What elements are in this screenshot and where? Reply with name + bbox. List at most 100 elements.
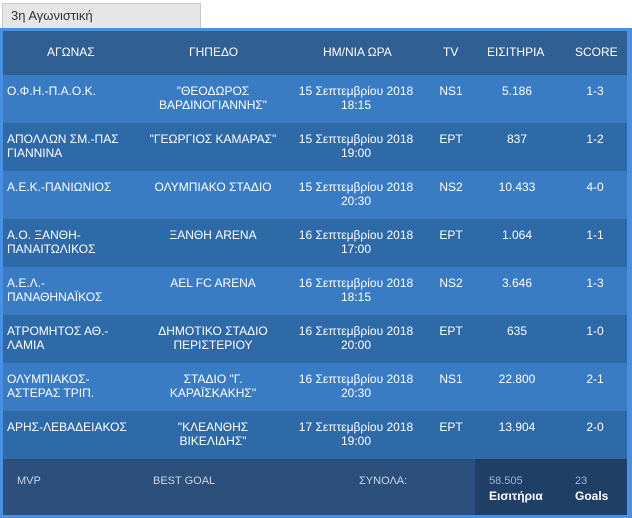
- venue-cell: ΟΛΥΜΠΙΑΚΟ ΣΤΑΔΙΟ: [143, 180, 283, 194]
- tv-cell: NS1: [431, 372, 471, 386]
- score-cell: 1-3: [561, 276, 629, 290]
- tv-cell: ΕΡΤ: [431, 420, 471, 434]
- venue-cell: "ΘΕΟΔΩΡΟΣ ΒΑΡΔΙΝΟΓΙΑΝΝΗΣ": [143, 84, 283, 112]
- tv-cell-line: ΕΡΤ: [439, 420, 463, 434]
- tickets-cell: 1.064: [481, 228, 553, 242]
- tickets-cell: 3.646: [481, 276, 553, 290]
- score-cell: 1-0: [561, 324, 629, 338]
- tickets-cell-line: 837: [506, 132, 528, 146]
- tv-cell-line: ΕΡΤ: [439, 324, 463, 338]
- venue-cell: ΞΑΝΘΗ ARENA: [143, 228, 283, 242]
- venue-cell-line: ΣΤΑΔΙΟ "Γ.: [183, 372, 243, 386]
- table-row[interactable]: Α.Ο. ΞΑΝΘΗ- ΠΑΝΑΙΤΩΛΙΚΟΣ ΞΑΝΘΗ ARENA 16 Σεπ…: [3, 219, 627, 267]
- tab-round-3[interactable]: 3η Αγωνιστική: [2, 3, 201, 28]
- column-header-tickets: ΕΙΣΙΤΗΡΙΑ: [487, 45, 545, 59]
- tickets-cell-line: 3.646: [501, 276, 533, 290]
- match-cell-line: ΑΣΤΕΡΑΣ ΤΡΙΠ.: [7, 386, 95, 400]
- score-cell-line: 1-3: [586, 84, 604, 98]
- venue-cell-line: ΒΑΡΔΙΝΟΓΙΑΝΝΗΣ": [158, 98, 268, 112]
- datetime-cell-line: 19:00: [340, 434, 372, 448]
- venue-cell-line: ΚΑΡΑΪΣΚΑΚΗΣ": [169, 386, 257, 400]
- datetime-cell-line: 15 Σεπτεμβρίου 2018: [298, 84, 414, 98]
- venue-cell-line: ΠΕΡΙΣΤΕΡΙΟΥ: [173, 338, 253, 352]
- venue-cell: ΣΤΑΔΙΟ "Γ. ΚΑΡΑΪΣΚΑΚΗΣ": [143, 372, 283, 400]
- tickets-cell: 22.800: [481, 372, 553, 386]
- score-cell: 1-1: [561, 228, 629, 242]
- match-cell-line: ΠΑΝΑΙΤΩΛΙΚΟΣ: [7, 242, 96, 256]
- match-cell-line: Α.Ε.Κ.-ΠΑΝΙΩΝΙΟΣ: [7, 180, 112, 194]
- table-header: ΑΓΩΝΑΣ ΓΗΠΕΔΟ ΗΜ/ΝΙΑ ΩΡΑ TV ΕΙΣΙΤΗΡΙΑ SC…: [3, 31, 627, 75]
- tv-cell: NS2: [431, 276, 471, 290]
- tv-cell-line: NS1: [439, 84, 463, 98]
- table-row[interactable]: ΑΡΗΣ-ΛΕΒΑΔΕΙΑΚΟΣ "ΚΛΕΑΝΘΗΣ ΒΙΚΕΛΙΔΗΣ" 17 Σ…: [3, 411, 627, 459]
- match-cell-line: ΑΠΟΛΛΩΝ ΣΜ.-ΠΑΣ: [7, 132, 119, 146]
- match-cell: Α.Ε.Κ.-ΠΑΝΙΩΝΙΟΣ: [7, 180, 147, 194]
- match-cell-line: ΑΤΡΟΜΗΤΟΣ ΑΘ.-: [7, 324, 109, 338]
- mvp-label: MVP: [17, 475, 41, 487]
- tv-cell: NS1: [431, 84, 471, 98]
- score-cell-line: 1-3: [586, 276, 604, 290]
- match-cell: ΑΤΡΟΜΗΤΟΣ ΑΘ.- ΛΑΜΙΑ: [7, 324, 147, 352]
- venue-cell-line: ΟΛΥΜΠΙΑΚΟ ΣΤΑΔΙΟ: [154, 180, 272, 194]
- tv-cell-line: ΕΡΤ: [439, 228, 463, 242]
- datetime-cell: 17 Σεπτεμβρίου 2018 19:00: [291, 420, 421, 448]
- venue-cell: AEL FC ARENA: [143, 276, 283, 290]
- tickets-cell-line: 635: [506, 324, 528, 338]
- venue-cell: ΔΗΜΟΤΙΚΟ ΣΤΑΔΙΟ ΠΕΡΙΣΤΕΡΙΟΥ: [143, 324, 283, 352]
- datetime-cell: 16 Σεπτεμβρίου 2018 20:00: [291, 324, 421, 352]
- datetime-cell-line: 15 Σεπτεμβρίου 2018: [298, 180, 414, 194]
- match-cell: Ο.Φ.Η.-Π.Α.Ο.Κ.: [7, 84, 147, 98]
- totals-label: ΣΥΝΟΛΑ:: [359, 475, 408, 487]
- match-cell-line: ΛΑΜΙΑ: [7, 338, 45, 352]
- tab-strip: 3η Αγωνιστική: [0, 0, 632, 28]
- datetime-cell: 16 Σεπτεμβρίου 2018 20:30: [291, 372, 421, 400]
- tickets-cell-line: 5.186: [501, 84, 533, 98]
- tickets-cell-line: 10.433: [498, 180, 536, 194]
- datetime-cell-line: 19:00: [340, 146, 372, 160]
- column-header-match: ΑΓΩΝΑΣ: [47, 45, 95, 59]
- match-cell-line: Α.Ο. ΞΑΝΘΗ-: [7, 228, 81, 242]
- tickets-cell: 10.433: [481, 180, 553, 194]
- venue-cell: "ΓΕΩΡΓΙΟΣ ΚΑΜΑΡΑΣ": [143, 132, 283, 146]
- datetime-cell: 16 Σεπτεμβρίου 2018 17:00: [291, 228, 421, 256]
- column-header-datetime: ΗΜ/ΝΙΑ ΩΡΑ: [323, 45, 392, 59]
- match-cell-line: Α.Ε.Λ.-: [7, 276, 46, 290]
- table-row[interactable]: ΟΛΥΜΠΙΑΚΟΣ- ΑΣΤΕΡΑΣ ΤΡΙΠ. ΣΤΑΔΙΟ "Γ. ΚΑΡΑΪΣ…: [3, 363, 627, 411]
- match-cell: ΑΡΗΣ-ΛΕΒΑΔΕΙΑΚΟΣ: [7, 420, 147, 434]
- table-row[interactable]: Α.Ε.Κ.-ΠΑΝΙΩΝΙΟΣ ΟΛΥΜΠΙΑΚΟ ΣΤΑΔΙΟ 15 Σεπτε…: [3, 171, 627, 219]
- match-cell: Α.Ο. ΞΑΝΘΗ- ΠΑΝΑΙΤΩΛΙΚΟΣ: [7, 228, 147, 256]
- tv-cell-line: NS2: [439, 276, 463, 290]
- datetime-cell-line: 18:15: [340, 290, 372, 304]
- match-cell-line: ΟΛΥΜΠΙΑΚΟΣ-: [7, 372, 90, 386]
- tv-cell: ΕΡΤ: [431, 228, 471, 242]
- table-row[interactable]: ΑΠΟΛΛΩΝ ΣΜ.-ΠΑΣ ΓΙΑΝΝΙΝΑ "ΓΕΩΡΓΙΟΣ ΚΑΜΑΡΑΣ…: [3, 123, 627, 171]
- match-cell-line: ΑΡΗΣ-ΛΕΒΑΔΕΙΑΚΟΣ: [7, 420, 127, 434]
- datetime-cell-line: 16 Σεπτεμβρίου 2018: [298, 372, 414, 386]
- tickets-cell-line: 1.064: [501, 228, 533, 242]
- score-cell: 1-2: [561, 132, 629, 146]
- table-row[interactable]: Α.Ε.Λ.- ΠΑΝΑΘΗΝΑΪΚΟΣ AEL FC ARENA 16 Σεπτεμ…: [3, 267, 627, 315]
- tickets-cell-line: 22.800: [498, 372, 536, 386]
- totals-box: 58.505 Εισιτήρια 23 Goals: [475, 459, 627, 515]
- datetime-cell-line: 20:30: [340, 194, 372, 208]
- table-row[interactable]: Ο.Φ.Η.-Π.Α.Ο.Κ. "ΘΕΟΔΩΡΟΣ ΒΑΡΔΙΝΟΓΙΑΝΝΗΣ" 1…: [3, 75, 627, 123]
- venue-cell-line: "ΘΕΟΔΩΡΟΣ: [176, 84, 250, 98]
- tv-cell: NS2: [431, 180, 471, 194]
- venue-cell-line: ΔΗΜΟΤΙΚΟ ΣΤΑΔΙΟ: [158, 324, 268, 338]
- column-header-tv: TV: [443, 45, 459, 59]
- goals-total-label: Goals: [575, 489, 609, 503]
- tv-cell: ΕΡΤ: [431, 324, 471, 338]
- match-cell-line: ΓΙΑΝΝΙΝΑ: [7, 146, 63, 160]
- datetime-cell-line: 18:15: [340, 98, 372, 112]
- datetime-cell-line: 15 Σεπτεμβρίου 2018: [298, 132, 414, 146]
- venue-cell-line: "ΚΛΕΑΝΘΗΣ ΒΙΚΕΛΙΔΗΣ": [177, 420, 249, 448]
- table-row[interactable]: ΑΤΡΟΜΗΤΟΣ ΑΘ.- ΛΑΜΙΑ ΔΗΜΟΤΙΚΟ ΣΤΑΔΙΟ ΠΕΡΙΣΤ…: [3, 315, 627, 363]
- venue-cell-line: AEL FC ARENA: [170, 276, 256, 290]
- datetime-cell: 15 Σεπτεμβρίου 2018 19:00: [291, 132, 421, 160]
- score-cell-line: 2-1: [586, 372, 604, 386]
- datetime-cell-line: 17:00: [340, 242, 372, 256]
- fixtures-panel: ΑΓΩΝΑΣ ΓΗΠΕΔΟ ΗΜ/ΝΙΑ ΩΡΑ TV ΕΙΣΙΤΗΡΙΑ SC…: [0, 28, 632, 518]
- tickets-total-value: 58.505: [489, 475, 523, 487]
- datetime-cell-line: 17 Σεπτεμβρίου 2018: [298, 420, 414, 434]
- datetime-cell: 15 Σεπτεμβρίου 2018 20:30: [291, 180, 421, 208]
